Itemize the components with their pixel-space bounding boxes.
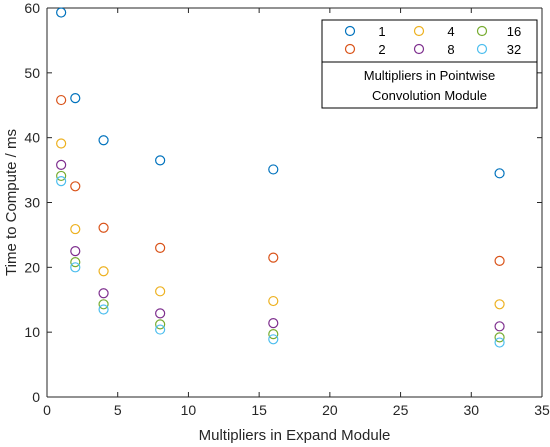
legend-marker: [413, 43, 425, 55]
data-points: [56, 7, 505, 348]
data-point: [268, 252, 279, 263]
data-point: [155, 155, 166, 166]
x-tick-label: 5: [114, 402, 122, 418]
data-point: [98, 299, 109, 310]
data-point: [98, 304, 109, 315]
y-tick-label: 40: [24, 130, 40, 146]
data-point: [155, 308, 166, 319]
y-axis-ticks: 0 10 20 30 40 50 60: [24, 0, 542, 405]
data-point: [70, 223, 81, 235]
data-point: [155, 319, 166, 330]
data-point: [56, 7, 67, 18]
data-point: [494, 337, 505, 348]
series-2: [56, 94, 505, 266]
legend-label: 4: [447, 24, 454, 39]
data-point: [56, 170, 67, 182]
data-point: [98, 288, 109, 299]
data-point: [494, 299, 505, 310]
data-point: [155, 324, 166, 335]
legend-label: 8: [447, 42, 454, 57]
data-point: [494, 332, 505, 343]
data-point: [56, 159, 67, 170]
legend-marker: [413, 25, 425, 37]
data-point: [98, 222, 109, 233]
data-point: [70, 262, 81, 273]
data-point: [268, 334, 279, 345]
data-point: [494, 168, 505, 179]
legend-marker: [476, 43, 488, 55]
data-point: [70, 181, 81, 192]
x-tick-label: 25: [393, 402, 409, 418]
x-tick-label: 0: [43, 402, 51, 418]
x-tick-label: 35: [534, 402, 550, 418]
y-tick-label: 10: [24, 324, 40, 340]
legend-title-line-2: Convolution Module: [372, 88, 487, 103]
data-point: [56, 94, 67, 106]
data-point: [70, 93, 81, 104]
legend-entries: 1 2 4 8 16 32: [344, 24, 521, 57]
data-point: [56, 138, 67, 149]
legend-label: 2: [378, 42, 385, 57]
x-axis-ticks: 0 5 10 15 20 25 30 35: [43, 8, 550, 418]
data-point: [155, 286, 166, 297]
x-tick-label: 20: [322, 402, 338, 418]
data-point: [70, 246, 81, 257]
data-point: [155, 242, 166, 253]
x-tick-label: 15: [251, 402, 267, 418]
series-4: [56, 138, 505, 310]
legend-marker: [344, 25, 356, 37]
y-tick-label: 0: [32, 389, 40, 405]
legend-box: [321, 19, 538, 109]
series-16: [56, 170, 505, 343]
y-axis-label: Time to Compute / ms: [3, 129, 20, 276]
data-point: [98, 135, 109, 146]
y-tick-label: 50: [24, 65, 40, 81]
y-tick-label: 60: [24, 0, 40, 16]
series-1: [56, 7, 505, 179]
data-point: [98, 266, 109, 277]
legend-marker: [476, 25, 488, 37]
legend-label: 1: [378, 24, 385, 39]
series-8: [56, 159, 505, 332]
legend-title-line-1: Multipliers in Pointwise: [364, 68, 496, 83]
data-point: [268, 164, 279, 175]
legend-marker: [344, 43, 356, 55]
legend-label: 32: [507, 42, 521, 57]
data-point: [70, 257, 81, 268]
y-tick-label: 20: [24, 259, 40, 275]
data-point: [268, 329, 279, 340]
data-point: [494, 321, 505, 332]
series-32: [56, 176, 505, 348]
legend: 1 2 4 8 16 32 Multipliers in Pointwise Convol…: [321, 19, 538, 109]
data-point: [268, 317, 279, 329]
x-tick-label: 10: [181, 402, 197, 418]
x-axis-label: Multipliers in Expand Module: [199, 427, 391, 444]
y-tick-label: 30: [24, 195, 40, 211]
x-tick-label: 30: [463, 402, 479, 418]
legend-label: 16: [507, 24, 521, 39]
data-point: [494, 255, 505, 266]
data-point: [268, 295, 279, 307]
data-point: [56, 176, 67, 187]
